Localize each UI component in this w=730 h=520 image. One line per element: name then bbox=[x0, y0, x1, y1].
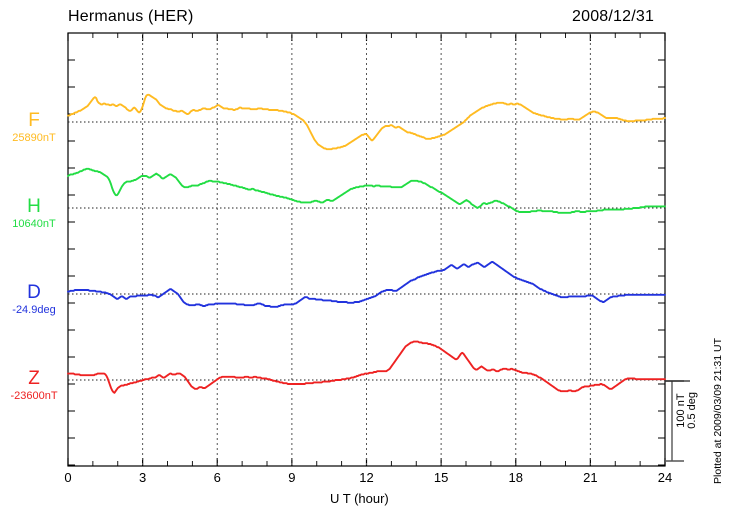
x-tick-label: 0 bbox=[64, 470, 72, 485]
x-tick-label: 12 bbox=[359, 470, 374, 485]
x-tick-label: 18 bbox=[508, 470, 523, 485]
x-tick-label: 6 bbox=[213, 470, 221, 485]
plotted-timestamp: Plotted at 2009/03/09 21:31 UT bbox=[712, 338, 724, 484]
component-name-D: D bbox=[27, 282, 41, 303]
gridlines bbox=[67, 33, 666, 466]
x-tick-label: 21 bbox=[583, 470, 598, 485]
trace-H bbox=[67, 167, 666, 214]
component-name-F: F bbox=[28, 110, 40, 131]
x-tick-label: 24 bbox=[657, 470, 673, 485]
date-label: 2008/12/31 bbox=[572, 8, 655, 25]
trace-lines bbox=[67, 93, 666, 394]
component-name-Z: Z bbox=[28, 368, 40, 389]
component-value-F: 25890nT bbox=[12, 132, 56, 144]
trace-D bbox=[67, 261, 666, 308]
x-tick-label: 15 bbox=[433, 470, 449, 485]
scale-bar bbox=[665, 380, 690, 462]
scale-bar-deg: 0.5 deg bbox=[686, 392, 698, 429]
x-tick-label: 3 bbox=[139, 470, 147, 485]
component-value-D: -24.9deg bbox=[12, 304, 56, 316]
trace-Z bbox=[67, 340, 666, 394]
component-baselines bbox=[68, 121, 665, 381]
component-value-Z: -23600nT bbox=[10, 390, 58, 402]
trace-F bbox=[67, 93, 666, 151]
component-name-H: H bbox=[27, 196, 41, 217]
station-title: Hermanus (HER) bbox=[68, 8, 194, 25]
x-tick-label: 9 bbox=[288, 470, 296, 485]
component-value-H: 10640nT bbox=[12, 218, 56, 230]
x-axis-title: U T (hour) bbox=[330, 491, 389, 506]
scale-bar-label: 100 nT 0.5 deg bbox=[675, 392, 698, 429]
